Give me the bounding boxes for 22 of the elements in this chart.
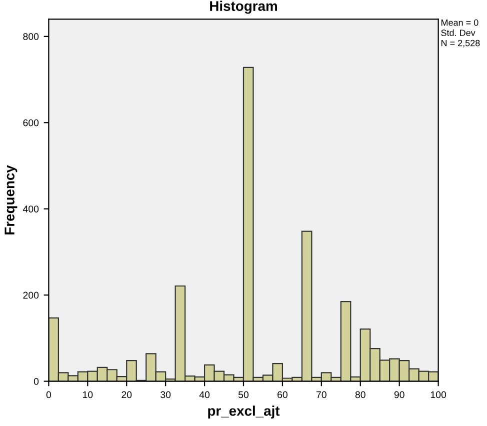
x-tick-label: 40 (199, 391, 210, 398)
y-tick-label: 200 (23, 292, 39, 299)
y-tick-label: 600 (23, 119, 39, 126)
x-tick-label: 20 (122, 391, 132, 398)
x-tick-label: 30 (160, 391, 171, 398)
x-tick-label: 0 (46, 391, 52, 398)
y-tick-label: 400 (22, 206, 39, 212)
y-tick-label: 800 (23, 33, 39, 40)
chart-title: Histogram (210, 0, 277, 14)
x-tick-label: 50 (238, 391, 249, 398)
x-tick-label: 90 (394, 391, 404, 398)
y-axis-title: Frequency (4, 165, 18, 234)
x-axis-title: pr_excl_ajt (208, 406, 280, 419)
x-tick-label: 60 (278, 391, 288, 398)
text: Std. Dev (441, 29, 476, 36)
y-tick-label: 0 (34, 378, 39, 385)
text: N = 2,528 (441, 40, 480, 48)
x-tick-label: 100 (430, 391, 446, 398)
x-tick-label: 80 (355, 391, 366, 398)
text: Mean = 0 (441, 19, 478, 26)
x-tick-label: 70 (316, 391, 326, 398)
x-tick-label: 10 (82, 391, 93, 398)
